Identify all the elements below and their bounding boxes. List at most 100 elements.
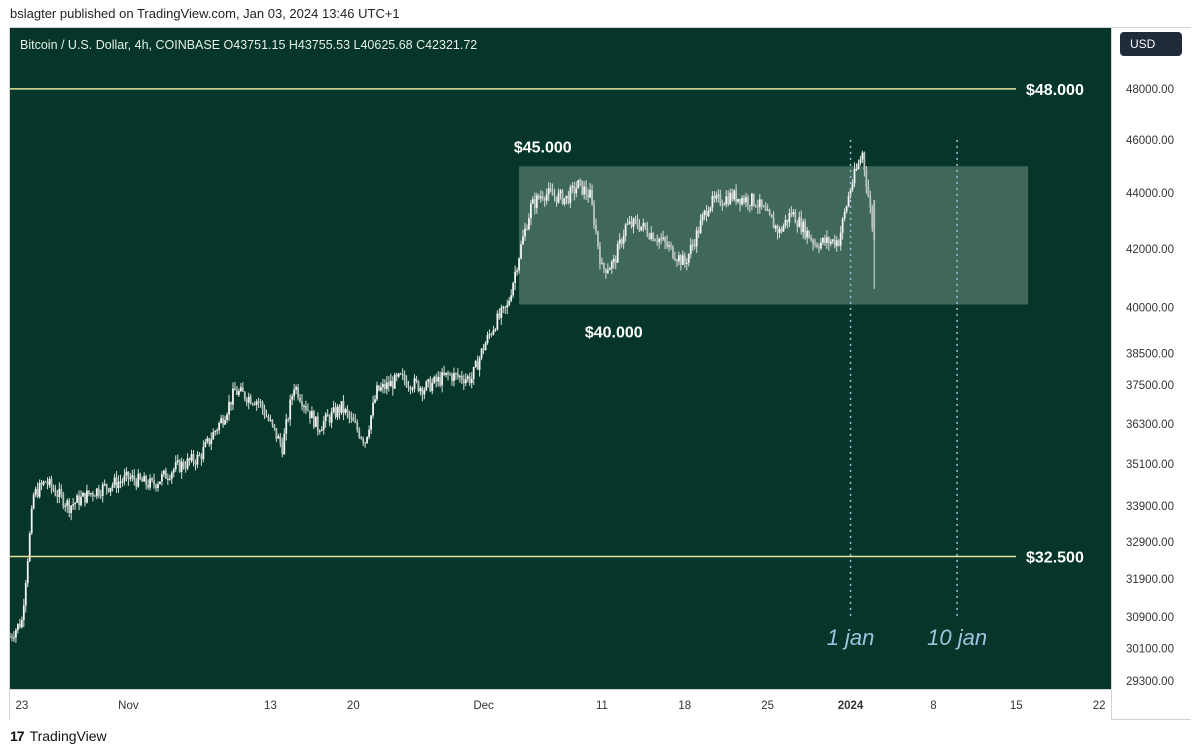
candle-body (739, 198, 741, 205)
candle-body (614, 258, 617, 263)
candle-body (632, 218, 635, 227)
time-axis[interactable]: 23 Nov 13 20 Dec 11 18 25 2024 8 15 22 (10, 689, 1111, 720)
candle-body (520, 244, 522, 259)
candle-body (391, 380, 394, 389)
candle-body (330, 411, 333, 423)
candle-body (711, 195, 714, 208)
candle-body (766, 209, 769, 211)
candle-body (93, 495, 96, 497)
candle-body (46, 482, 49, 485)
candle-body (855, 169, 858, 171)
candle-body (695, 230, 698, 247)
candle-body (34, 489, 37, 495)
candle-body (370, 415, 372, 430)
candle-body (48, 478, 51, 485)
candle-body (273, 424, 276, 428)
price-chart[interactable]: $48.000 $32.500 $45.000 $40.000 1 jan 10 jan (10, 28, 1111, 689)
candle-body (522, 236, 524, 245)
candle-body (417, 381, 420, 392)
candle-body (861, 152, 864, 160)
candle-body (249, 396, 252, 404)
candle-body (843, 211, 846, 219)
candle-body (514, 271, 517, 283)
candle-body (95, 488, 98, 497)
candle-body (731, 192, 734, 200)
price-axis[interactable]: USD 48000.00 46000.00 44000.00 42000.00 4000… (1111, 28, 1191, 719)
candle-body (127, 471, 130, 479)
candle-body (502, 306, 505, 309)
price-tick-label: 40000.00 (1126, 303, 1174, 315)
candle-body (105, 484, 108, 489)
candle-body (324, 414, 327, 422)
candle-body (825, 237, 828, 244)
candle-body (54, 490, 57, 496)
price-tick-label: 37500.00 (1126, 380, 1174, 392)
candle-body (415, 378, 418, 382)
candle-body (97, 488, 100, 496)
candle-body (30, 508, 33, 534)
candle-body (218, 422, 221, 430)
candle-body (506, 304, 509, 308)
candle-body (204, 442, 207, 447)
candle-body (488, 334, 491, 336)
candle-body (531, 199, 534, 204)
candle-body (537, 195, 540, 199)
candle-body (599, 246, 601, 264)
candle-body (84, 492, 86, 503)
candle-body (847, 196, 850, 207)
candle-body (703, 210, 706, 216)
currency-button[interactable]: USD (1120, 32, 1182, 56)
candle-body (202, 446, 205, 460)
candle-body (366, 436, 369, 443)
candle-body (161, 474, 163, 482)
candle-body (395, 374, 398, 377)
candle-body (445, 372, 447, 375)
candle-body (28, 533, 31, 561)
candle-body (575, 188, 578, 194)
candle-body (857, 163, 860, 170)
candle-body (119, 481, 122, 483)
candle-body (662, 237, 665, 240)
candle-body (15, 630, 17, 638)
candle-body (812, 239, 814, 245)
candle-body (253, 403, 256, 405)
candle-body (147, 484, 150, 488)
candle-body (277, 436, 280, 439)
candle-body (743, 197, 745, 203)
candle-body (833, 239, 836, 246)
candle-body (492, 330, 495, 335)
candle-body (68, 500, 71, 514)
candle-body (752, 193, 755, 206)
candle-body (293, 389, 296, 397)
candle-body (184, 467, 187, 469)
candle-body (808, 230, 811, 239)
candle-body (656, 240, 659, 243)
candle-body (474, 361, 477, 368)
time-tick-label: 15 (1010, 700, 1023, 712)
candle-body (646, 227, 649, 236)
candle-body (338, 406, 341, 413)
candle-body (816, 244, 818, 248)
candle-body (397, 373, 400, 377)
candle-body (443, 372, 445, 375)
candle-body (756, 206, 759, 208)
candle-body (11, 636, 13, 638)
time-tick-label: 23 (15, 700, 28, 712)
candle-body (289, 399, 292, 420)
candle-body (579, 180, 582, 182)
candle-body (243, 391, 246, 400)
candle-body (806, 230, 809, 238)
candle-body (421, 387, 424, 395)
candle-body (778, 229, 781, 233)
plot-area[interactable]: $48.000 $32.500 $45.000 $40.000 1 jan 10 jan … (10, 28, 1111, 689)
candle-body (403, 374, 406, 381)
candle-body (232, 388, 234, 405)
candle-body (285, 419, 288, 434)
candle-body (835, 240, 838, 246)
candle-body (303, 405, 305, 407)
candle-body (595, 224, 597, 232)
chart-frame[interactable]: $48.000 $32.500 $45.000 $40.000 1 jan 10 jan … (9, 27, 1191, 720)
candle-body (441, 372, 444, 386)
candle-body (275, 427, 278, 439)
candle-body (378, 385, 380, 391)
